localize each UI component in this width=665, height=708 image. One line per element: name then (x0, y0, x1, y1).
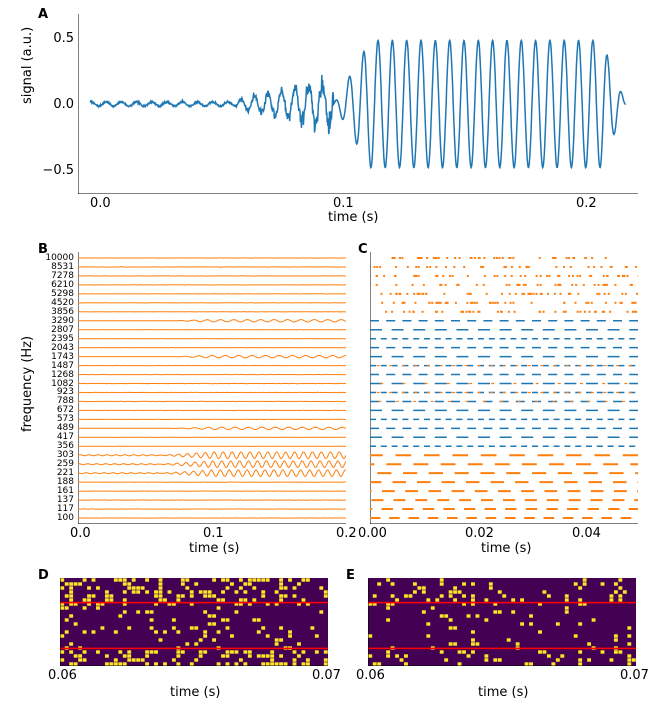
figure-root: A signal (a.u.) time (s) 0.5 0.0 −0.5 0.… (0, 0, 665, 708)
panel-label-e: E (346, 568, 355, 583)
panel-a-xtick: 0.0 (90, 196, 111, 211)
panel-e-xlabel: time (s) (478, 685, 528, 700)
panel-a-ytick: 0.0 (40, 97, 74, 112)
panel-a-xtick: 0.2 (576, 196, 597, 211)
panel-b-ytick: 100 (36, 513, 74, 523)
panel-e-xtick: 0.06 (356, 668, 385, 683)
panel-d-xlabel: time (s) (170, 685, 220, 700)
panel-e-chart (368, 578, 636, 666)
panel-a-ytick: −0.5 (36, 163, 74, 178)
panel-d-chart (60, 578, 328, 666)
panel-d-xtick: 0.07 (312, 668, 341, 683)
panel-a-ytick: 0.5 (40, 31, 74, 46)
panel-c-xtick: 0.02 (465, 526, 494, 541)
panel-c-xlabel: time (s) (481, 541, 531, 556)
panel-label-a: A (38, 7, 48, 22)
panel-label-c: C (358, 242, 368, 257)
panel-b-xtick: 0.1 (203, 526, 224, 541)
panel-a-xlabel: time (s) (328, 210, 378, 225)
panel-a-ylabel: signal (a.u.) (20, 27, 35, 104)
panel-c-xtick: 0.04 (572, 526, 601, 541)
panel-b-chart (78, 252, 346, 524)
panel-a-xtick: 0.1 (333, 196, 354, 211)
panel-b-xtick: 0.0 (70, 526, 91, 541)
panel-b-xtick: 0.2 (336, 526, 357, 541)
panel-b-xlabel: time (s) (189, 541, 239, 556)
panel-a-chart (78, 14, 638, 194)
panel-c-xtick: 0.00 (358, 526, 387, 541)
panel-label-d: D (38, 568, 49, 583)
panel-c-chart (370, 252, 638, 524)
panel-e-xtick: 0.07 (620, 668, 649, 683)
panel-b-ylabel: frequency (Hz) (20, 336, 35, 432)
panel-d-xtick: 0.06 (48, 668, 77, 683)
